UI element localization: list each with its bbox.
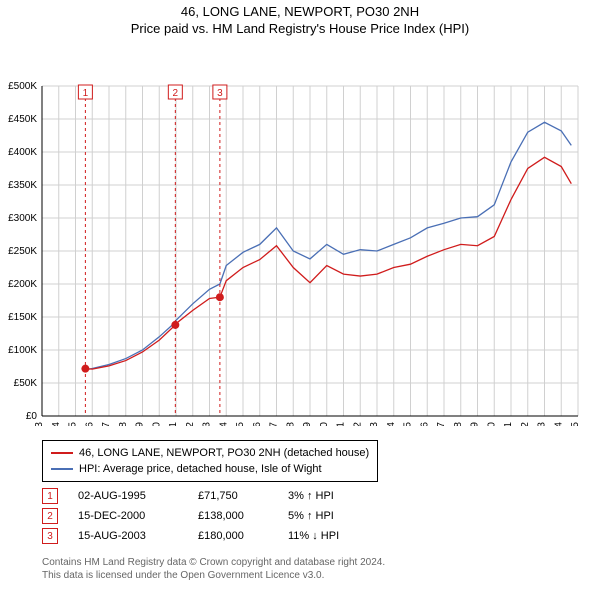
legend-swatch: [51, 468, 73, 470]
x-axis-label: 2023: [537, 422, 548, 426]
sale-pct: 5% ↑ HPI: [288, 510, 368, 522]
x-axis-label: 1997: [101, 422, 112, 426]
x-axis-label: 1999: [135, 422, 146, 426]
legend-swatch: [51, 452, 73, 454]
x-axis-label: 1994: [51, 422, 62, 426]
legend-label: 46, LONG LANE, NEWPORT, PO30 2NH (detach…: [79, 447, 369, 459]
x-axis-label: 2003: [202, 422, 213, 426]
series-hpi: [86, 122, 572, 369]
sale-pct: 3% ↑ HPI: [288, 490, 368, 502]
x-axis-label: 2022: [520, 422, 531, 426]
chart-titles: 46, LONG LANE, NEWPORT, PO30 2NH Price p…: [0, 0, 600, 36]
x-axis-label: 2021: [503, 422, 514, 426]
x-axis-label: 2024: [553, 422, 564, 426]
sale-marker-dot: [216, 293, 224, 301]
x-axis-label: 2002: [185, 422, 196, 426]
x-axis-label: 2000: [151, 422, 162, 426]
legend: 46, LONG LANE, NEWPORT, PO30 2NH (detach…: [42, 440, 378, 482]
x-axis-label: 2007: [269, 422, 280, 426]
sale-row: 2 15-DEC-2000 £138,000 5% ↑ HPI: [42, 508, 368, 524]
sale-marker-dot: [81, 365, 89, 373]
price-chart: £0 £50K £100K £150K £200K £250K £300K £350K £400…: [0, 36, 600, 426]
y-axis-label: £150K: [8, 312, 37, 323]
x-axis-label: 2008: [285, 422, 296, 426]
x-axis-label: 2009: [302, 422, 313, 426]
y-axis-label: £450K: [8, 114, 37, 125]
chart-title-subtitle: Price paid vs. HM Land Registry's House …: [0, 21, 600, 36]
x-axis-label: 2005: [235, 422, 246, 426]
sale-marker-number: 2: [173, 88, 179, 99]
sale-pct: 11% ↓ HPI: [288, 530, 368, 542]
sale-price: £71,750: [198, 490, 268, 502]
y-axis-label: £350K: [8, 180, 37, 191]
x-axis-label: 2025: [570, 422, 581, 426]
y-axis-label: £500K: [8, 81, 37, 92]
x-axis-label: 2018: [453, 422, 464, 426]
footer-line-2: This data is licensed under the Open Gov…: [42, 569, 385, 582]
sale-marker-number: 3: [217, 88, 223, 99]
x-axis-label: 2020: [486, 422, 497, 426]
sale-date: 15-DEC-2000: [78, 510, 178, 522]
x-axis-label: 2013: [369, 422, 380, 426]
x-axis-label: 2017: [436, 422, 447, 426]
x-axis-label: 1996: [84, 422, 95, 426]
x-axis-label: 2014: [386, 422, 397, 426]
footer-line-1: Contains HM Land Registry data © Crown c…: [42, 556, 385, 569]
x-axis-label: 1995: [68, 422, 79, 426]
x-axis-label: 2001: [168, 422, 179, 426]
sale-date: 15-AUG-2003: [78, 530, 178, 542]
y-axis-label: £400K: [8, 147, 37, 158]
x-axis-label: 1998: [118, 422, 129, 426]
sale-price: £180,000: [198, 530, 268, 542]
sale-date: 02-AUG-1995: [78, 490, 178, 502]
y-axis-label: £250K: [8, 246, 37, 257]
x-axis-label: 2012: [352, 422, 363, 426]
x-axis-label: 2006: [252, 422, 263, 426]
chart-container: 46, LONG LANE, NEWPORT, PO30 2NH Price p…: [0, 0, 600, 590]
x-axis-label: 2010: [319, 422, 330, 426]
x-axis-label: 2016: [419, 422, 430, 426]
chart-title-address: 46, LONG LANE, NEWPORT, PO30 2NH: [0, 4, 600, 19]
x-axis-label: 1993: [34, 422, 45, 426]
footer-attribution: Contains HM Land Registry data © Crown c…: [42, 556, 385, 582]
sale-price: £138,000: [198, 510, 268, 522]
sale-marker-number: 1: [83, 88, 89, 99]
x-axis-label: 2011: [336, 422, 347, 426]
legend-row: HPI: Average price, detached house, Isle…: [51, 461, 369, 477]
x-axis-label: 2019: [470, 422, 481, 426]
sale-marker-dot: [171, 321, 179, 329]
sale-badge: 1: [42, 488, 58, 504]
y-axis-label: £50K: [14, 378, 38, 389]
y-axis-label: £0: [26, 411, 38, 422]
legend-row: 46, LONG LANE, NEWPORT, PO30 2NH (detach…: [51, 445, 369, 461]
sale-badge: 2: [42, 508, 58, 524]
sale-row: 1 02-AUG-1995 £71,750 3% ↑ HPI: [42, 488, 368, 504]
y-axis-label: £100K: [8, 345, 37, 356]
y-axis-label: £300K: [8, 213, 37, 224]
y-axis-label: £200K: [8, 279, 37, 290]
x-axis-label: 2015: [403, 422, 414, 426]
sale-row: 3 15-AUG-2003 £180,000 11% ↓ HPI: [42, 528, 368, 544]
sale-badge: 3: [42, 528, 58, 544]
legend-label: HPI: Average price, detached house, Isle…: [79, 463, 322, 475]
x-axis-label: 2004: [218, 422, 229, 426]
